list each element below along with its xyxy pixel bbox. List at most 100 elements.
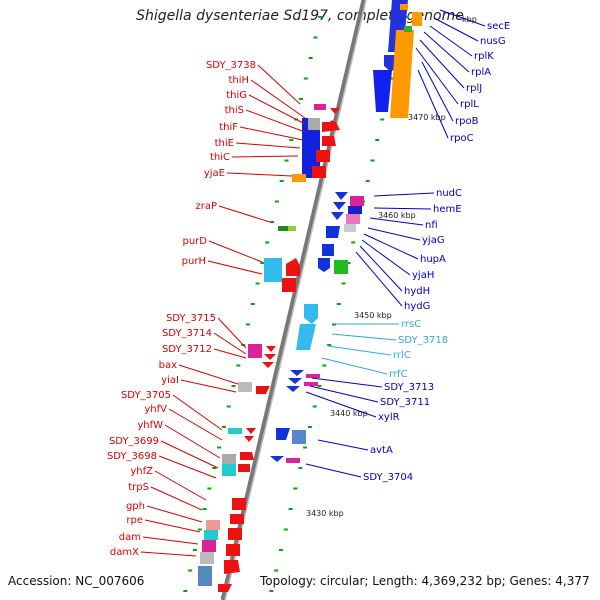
left-gene-label[interactable]: yhfW — [137, 420, 163, 431]
gene-feature[interactable] — [204, 530, 218, 540]
right-gene-label[interactable]: rplK — [474, 51, 494, 62]
gene-feature[interactable] — [262, 362, 274, 368]
left-gene-label[interactable]: thiS — [225, 105, 244, 116]
gene-feature[interactable] — [224, 560, 240, 574]
left-gene-label[interactable]: SDY_3698 — [107, 451, 157, 462]
left-gene-label[interactable]: thiF — [219, 122, 238, 133]
gene-feature[interactable] — [306, 374, 320, 378]
gene-feature[interactable] — [326, 120, 338, 126]
gene-feature[interactable] — [330, 108, 340, 114]
right-gene-label[interactable]: rplA — [471, 67, 491, 78]
left-gene-label[interactable]: purH — [182, 256, 206, 267]
gene-feature[interactable] — [292, 174, 306, 182]
gene-feature[interactable] — [412, 12, 422, 26]
right-gene-label[interactable]: rplL — [460, 99, 479, 110]
gene-feature[interactable] — [296, 324, 316, 350]
gene-feature[interactable] — [344, 224, 356, 232]
left-gene-label[interactable]: gph — [126, 501, 145, 512]
left-gene-label[interactable]: dam — [119, 532, 141, 543]
left-gene-label[interactable]: yhfZ — [130, 466, 153, 477]
gene-feature[interactable] — [404, 26, 412, 32]
left-gene-label[interactable]: thiE — [215, 138, 234, 149]
gene-feature[interactable] — [302, 118, 320, 178]
right-gene-label[interactable]: hydH — [404, 286, 430, 297]
left-gene-label[interactable]: rpe — [126, 515, 143, 526]
right-gene-label[interactable]: nudC — [436, 188, 462, 199]
gene-feature[interactable] — [333, 202, 346, 210]
left-gene-label[interactable]: SDY_3715 — [166, 313, 216, 324]
gene-feature[interactable] — [240, 452, 254, 460]
right-gene-label[interactable]: rpoB — [455, 116, 479, 127]
gene-feature[interactable] — [334, 260, 348, 274]
left-gene-label[interactable]: trpS — [128, 482, 149, 493]
right-gene-label[interactable]: xylR — [378, 412, 400, 423]
right-gene-label[interactable]: avtA — [370, 445, 393, 456]
gene-feature[interactable] — [264, 354, 276, 360]
right-gene-label[interactable]: nfi — [425, 220, 438, 231]
gene-feature[interactable] — [218, 584, 232, 592]
left-gene-label[interactable]: SDY_3712 — [162, 344, 212, 355]
right-gene-label[interactable]: secE — [487, 21, 510, 32]
right-gene-label[interactable]: SDY_3713 — [384, 382, 434, 393]
gene-feature[interactable] — [346, 214, 360, 224]
gene-feature[interactable] — [248, 344, 262, 358]
gene-feature[interactable] — [266, 346, 276, 352]
gene-feature[interactable] — [222, 454, 236, 464]
right-gene-label[interactable]: yjaG — [422, 235, 445, 246]
gene-feature[interactable] — [232, 498, 246, 510]
gene-feature[interactable] — [308, 118, 320, 130]
right-gene-label[interactable]: rpoC — [450, 133, 474, 144]
left-gene-label[interactable]: SDY_3714 — [162, 328, 212, 339]
gene-feature[interactable] — [322, 244, 334, 256]
gene-feature[interactable] — [335, 192, 348, 200]
gene-feature[interactable] — [276, 428, 290, 440]
gene-feature[interactable] — [390, 30, 414, 118]
gene-feature[interactable] — [286, 258, 300, 276]
right-gene-label[interactable]: SDY_3711 — [380, 397, 430, 408]
gene-feature[interactable] — [246, 428, 256, 434]
right-gene-label[interactable]: yjaH — [412, 270, 434, 281]
gene-feature[interactable] — [331, 212, 344, 220]
gene-feature[interactable] — [282, 278, 296, 292]
gene-feature[interactable] — [312, 166, 326, 178]
gene-feature[interactable] — [256, 386, 270, 394]
right-gene-label[interactable]: SDY_3704 — [363, 472, 413, 483]
gene-feature[interactable] — [400, 4, 408, 10]
left-gene-label[interactable]: yiaI — [161, 375, 179, 386]
gene-feature[interactable] — [278, 226, 290, 231]
left-gene-label[interactable]: yjaE — [204, 168, 225, 179]
gene-feature[interactable] — [286, 458, 300, 463]
gene-feature[interactable] — [238, 382, 252, 392]
gene-feature[interactable] — [206, 520, 220, 530]
right-gene-label[interactable]: hupA — [420, 254, 446, 265]
gene-feature[interactable] — [318, 258, 330, 272]
gene-feature[interactable] — [202, 540, 216, 552]
left-gene-label[interactable]: thiC — [210, 152, 230, 163]
gene-feature[interactable] — [228, 528, 242, 540]
rna-gene-label[interactable]: SDY_3718 — [398, 335, 448, 346]
left-gene-label[interactable]: thiH — [228, 75, 249, 86]
gene-feature[interactable] — [292, 430, 306, 444]
gene-feature[interactable] — [373, 70, 392, 112]
gene-feature[interactable] — [350, 196, 364, 206]
gene-feature[interactable] — [226, 544, 240, 556]
gene-feature[interactable] — [264, 258, 282, 282]
left-gene-label[interactable]: thiG — [226, 90, 247, 101]
gene-feature[interactable] — [200, 552, 214, 564]
gene-feature[interactable] — [288, 378, 302, 384]
right-gene-label[interactable]: rplJ — [466, 83, 482, 94]
rna-gene-label[interactable]: rrlC — [393, 350, 411, 361]
left-gene-label[interactable]: zraP — [195, 201, 217, 212]
gene-feature[interactable] — [288, 226, 296, 231]
right-gene-label[interactable]: hemE — [433, 204, 462, 215]
gene-feature[interactable] — [348, 206, 362, 214]
gene-feature[interactable] — [322, 136, 336, 146]
gene-feature[interactable] — [316, 150, 330, 162]
gene-feature[interactable] — [326, 226, 340, 238]
right-gene-label[interactable]: nusG — [480, 36, 506, 47]
left-gene-label[interactable]: SDY_3705 — [121, 390, 171, 401]
gene-feature[interactable] — [198, 566, 212, 586]
gene-feature[interactable] — [238, 464, 250, 472]
left-gene-label[interactable]: SDY_3738 — [206, 60, 256, 71]
left-gene-label[interactable]: yhfV — [144, 404, 167, 415]
